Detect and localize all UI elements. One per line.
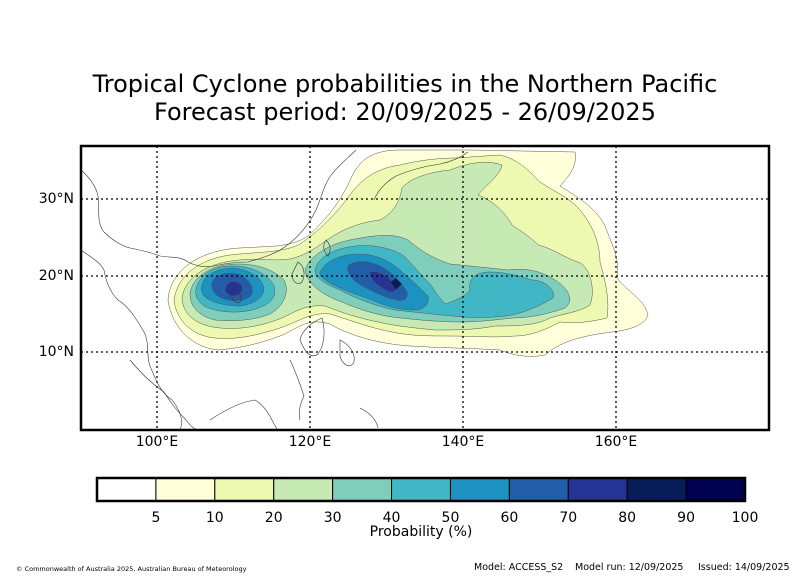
colorbar-tick-label: 50 xyxy=(441,510,460,526)
colorbar-tick-label: 90 xyxy=(677,510,695,526)
colorbar-swatch xyxy=(449,477,510,502)
contour-80 xyxy=(389,277,403,291)
colorbar-tick-label: 10 xyxy=(205,510,224,526)
probability-contours xyxy=(167,149,649,357)
copyright-text: © Commonwealth of Australia 2025, Austra… xyxy=(16,565,247,573)
colorbar-tick-label: 80 xyxy=(618,510,637,526)
colorbar-swatch xyxy=(567,477,628,502)
colorbar-swatch xyxy=(391,477,451,502)
model-run-date: Model run: 12/09/2025 xyxy=(575,562,684,573)
coastlines xyxy=(81,149,469,430)
lon-tick-140e: 140°E xyxy=(441,434,485,450)
lon-tick-160e: 160°E xyxy=(594,434,638,450)
lat-tick-20n: 20°N xyxy=(38,268,74,284)
contour-70 xyxy=(225,271,396,297)
colorbar-tick-label: 20 xyxy=(264,510,283,526)
gridlines xyxy=(81,146,769,430)
map-title: Tropical Cyclone probabilities in the No… xyxy=(92,70,718,98)
colorbar-swatch xyxy=(685,477,746,502)
colorbar-swatch xyxy=(273,477,334,502)
colorbar-swatch xyxy=(214,477,275,502)
lat-tick-10n: 10°N xyxy=(38,344,74,360)
colorbar-tick-label: 40 xyxy=(382,510,401,526)
colorbar-swatch xyxy=(626,477,687,502)
colorbar-frame xyxy=(95,476,747,503)
colorbar-swatch xyxy=(508,477,569,502)
colorbar-swatch xyxy=(332,477,393,502)
colorbar-swatch xyxy=(155,477,216,502)
issued-date: Issued: 14/09/2025 xyxy=(698,562,790,573)
lat-tick-30n: 30°N xyxy=(38,191,74,207)
colorbar-tick-label: 100 xyxy=(731,510,759,526)
model-name: Model: ACCESS_S2 xyxy=(474,562,564,573)
colorbar xyxy=(96,477,746,502)
colorbar-tick-label: 5 xyxy=(151,510,161,526)
map-frame xyxy=(79,144,771,432)
colorbar-tick-label: 60 xyxy=(500,510,519,526)
lon-tick-100e: 100°E xyxy=(135,434,179,450)
lon-tick-120e: 120°E xyxy=(288,434,332,450)
colorbar-tick-label: 30 xyxy=(323,510,342,526)
colorbar-label: Probability (%) xyxy=(369,524,473,540)
contour-60 xyxy=(211,261,408,301)
colorbar-tick-label: 70 xyxy=(559,510,578,526)
colorbar-swatch xyxy=(96,477,157,502)
map-subtitle: Forecast period: 20/09/2025 - 26/09/2025 xyxy=(154,98,656,126)
